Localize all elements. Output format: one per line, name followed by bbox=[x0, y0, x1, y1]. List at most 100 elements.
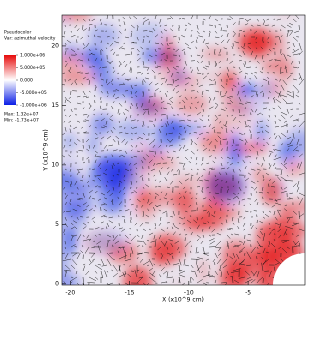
color-patch bbox=[219, 76, 241, 108]
vector bbox=[200, 102, 204, 108]
vector bbox=[183, 186, 186, 190]
vector bbox=[241, 84, 246, 88]
vector bbox=[118, 282, 120, 285]
vector bbox=[183, 216, 186, 219]
vector bbox=[222, 264, 228, 269]
vector bbox=[93, 240, 96, 242]
vector bbox=[268, 108, 271, 111]
vector bbox=[214, 60, 217, 66]
vector bbox=[273, 210, 276, 216]
vector bbox=[64, 222, 68, 228]
vector bbox=[232, 138, 235, 144]
vector bbox=[208, 198, 212, 202]
vector bbox=[219, 120, 222, 124]
vector bbox=[118, 180, 122, 183]
vector bbox=[298, 213, 305, 218]
vector bbox=[286, 93, 294, 98]
vector bbox=[148, 59, 150, 62]
color-patch bbox=[240, 267, 258, 278]
vector bbox=[286, 148, 290, 152]
vector bbox=[109, 60, 114, 64]
vector bbox=[208, 106, 214, 110]
vector bbox=[225, 172, 228, 176]
vector bbox=[100, 258, 105, 266]
vector bbox=[238, 250, 243, 254]
vector bbox=[274, 120, 276, 124]
vector bbox=[160, 52, 166, 56]
vector bbox=[147, 66, 150, 71]
vector bbox=[232, 168, 235, 173]
y-tick-label: 5 bbox=[55, 221, 59, 228]
vector bbox=[153, 174, 156, 177]
vector bbox=[93, 72, 96, 75]
color-patch bbox=[142, 150, 170, 170]
vector bbox=[267, 96, 270, 100]
vector bbox=[190, 15, 194, 20]
vector bbox=[223, 124, 228, 128]
vector bbox=[142, 177, 144, 182]
vector bbox=[286, 47, 291, 50]
color-patch bbox=[287, 128, 305, 159]
vector bbox=[106, 282, 114, 285]
vector bbox=[123, 192, 126, 195]
vector bbox=[243, 222, 246, 227]
vector bbox=[75, 64, 78, 68]
vector bbox=[281, 247, 288, 254]
vector bbox=[219, 48, 222, 54]
color-patch bbox=[254, 119, 268, 145]
color-patch bbox=[171, 175, 203, 187]
vector bbox=[92, 258, 96, 261]
vector bbox=[196, 224, 200, 230]
vector bbox=[283, 165, 288, 170]
vector bbox=[148, 258, 154, 267]
vector bbox=[172, 78, 174, 84]
vector bbox=[218, 172, 222, 176]
vector bbox=[142, 156, 146, 161]
vector bbox=[100, 48, 104, 52]
vector bbox=[172, 263, 180, 266]
vector bbox=[284, 120, 288, 123]
color-patch bbox=[251, 27, 281, 49]
vector bbox=[205, 65, 210, 68]
vector bbox=[111, 154, 114, 158]
vector bbox=[94, 204, 97, 208]
vector bbox=[140, 46, 144, 50]
vector bbox=[230, 240, 234, 243]
vector bbox=[283, 53, 288, 62]
vector bbox=[273, 266, 276, 272]
vector bbox=[171, 156, 174, 161]
vector bbox=[202, 38, 206, 44]
vector bbox=[238, 276, 246, 279]
vector bbox=[268, 80, 270, 86]
vector bbox=[225, 120, 228, 126]
vector bbox=[226, 270, 229, 276]
vector bbox=[238, 168, 242, 172]
vector bbox=[214, 36, 220, 39]
vector bbox=[88, 48, 91, 52]
vector bbox=[124, 54, 130, 56]
vector bbox=[244, 23, 249, 26]
vector bbox=[178, 251, 180, 254]
vector bbox=[220, 271, 222, 278]
y-tick-label: 0 bbox=[55, 280, 59, 287]
vector bbox=[226, 167, 230, 170]
vector bbox=[211, 228, 216, 233]
vector bbox=[268, 48, 272, 52]
vector bbox=[100, 214, 106, 218]
vector bbox=[82, 95, 88, 98]
vector bbox=[90, 53, 96, 56]
vector bbox=[200, 60, 204, 63]
vector bbox=[250, 72, 253, 75]
vector bbox=[130, 132, 133, 135]
vector bbox=[214, 30, 218, 34]
vector bbox=[94, 276, 99, 280]
vector bbox=[99, 167, 102, 170]
vector bbox=[136, 257, 139, 260]
vector bbox=[236, 196, 240, 200]
vector bbox=[88, 276, 97, 281]
vector bbox=[247, 172, 252, 176]
vector bbox=[186, 219, 192, 224]
vector bbox=[207, 221, 210, 224]
vector bbox=[206, 138, 210, 141]
vector bbox=[142, 213, 144, 218]
